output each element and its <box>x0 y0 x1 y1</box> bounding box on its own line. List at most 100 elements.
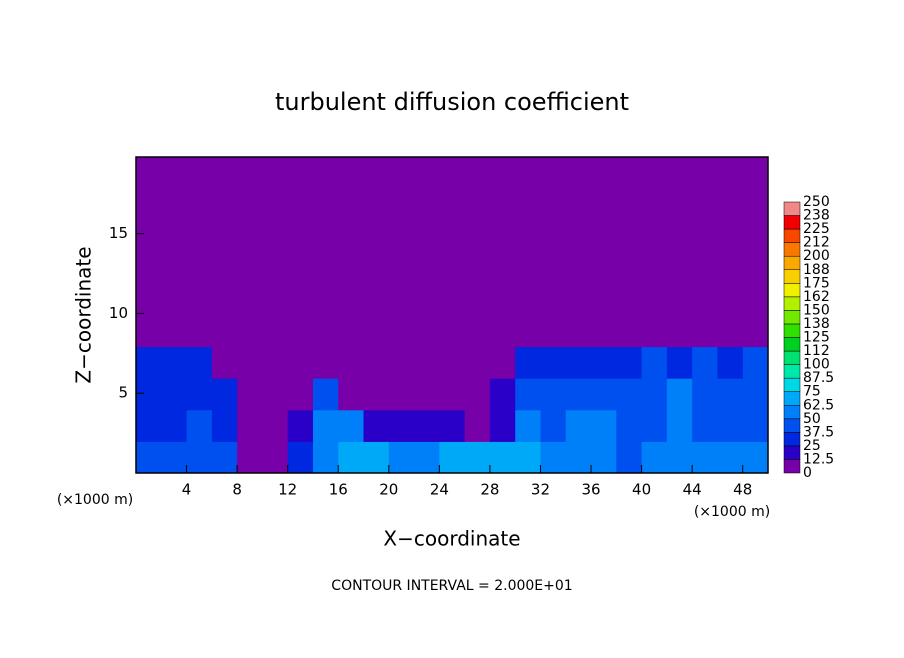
field-cell <box>211 315 238 348</box>
field-cell <box>338 441 365 474</box>
field-cell <box>717 441 744 474</box>
field-cell <box>641 378 668 411</box>
field-cell <box>540 315 567 348</box>
field-cell <box>388 188 415 221</box>
field-cell <box>666 188 693 221</box>
field-cell <box>287 283 314 316</box>
field-cell <box>237 157 263 190</box>
field-cell <box>616 188 643 221</box>
field-cell <box>742 409 769 442</box>
field-cell <box>363 220 390 253</box>
field-cell <box>338 346 365 379</box>
field-cell <box>464 378 491 411</box>
field-cell <box>464 441 491 474</box>
colorbar-label: 0 <box>803 465 812 481</box>
field-cell <box>591 409 617 442</box>
footer: CONTOUR INTERVAL = 2.000E+01 <box>331 578 572 594</box>
field-cell <box>742 157 769 190</box>
x-tick-label: 44 <box>683 481 702 499</box>
field-cell <box>439 157 466 190</box>
field-cell <box>136 251 162 284</box>
y-tick-label: 10 <box>109 304 128 322</box>
x-tick-label: 4 <box>182 481 192 499</box>
field-cell <box>414 378 440 411</box>
field-cell <box>414 315 440 348</box>
field-cell <box>388 315 415 348</box>
colorbar-band <box>783 228 801 243</box>
field-cell <box>237 441 263 474</box>
field-cell <box>237 346 263 379</box>
field-cell <box>186 346 213 379</box>
field-cell <box>641 346 668 379</box>
field-cell <box>489 220 516 253</box>
field-cell <box>464 409 491 442</box>
colorbar-label: 175 <box>803 275 830 291</box>
colorbar-label: 37.5 <box>803 424 834 440</box>
field-cell <box>692 315 718 348</box>
field-cell <box>641 315 668 348</box>
field-cell <box>338 251 365 284</box>
field-cell <box>287 315 314 348</box>
field-cell <box>161 220 188 253</box>
field-cell <box>388 251 415 284</box>
field-cell <box>717 346 744 379</box>
colorbar-label: 225 <box>803 221 830 237</box>
colorbar-band <box>783 445 801 460</box>
colorbar-label: 87.5 <box>803 370 834 386</box>
field-cell <box>186 409 213 442</box>
field-cell <box>591 220 617 253</box>
field-cell <box>742 441 769 474</box>
field-cell <box>136 315 162 348</box>
field-cell <box>616 441 643 474</box>
colorbar-band <box>783 283 801 298</box>
field-cell <box>641 251 668 284</box>
field-cell <box>136 220 162 253</box>
field-cell <box>742 378 769 411</box>
colorbar-band <box>783 201 801 216</box>
field-cell <box>692 157 718 190</box>
field-cell <box>262 346 289 379</box>
field-cell <box>287 409 314 442</box>
field-cell <box>312 346 339 379</box>
field-cell <box>515 441 541 474</box>
field-cell <box>515 251 541 284</box>
field-cell <box>161 283 188 316</box>
x-tick-label: 12 <box>278 481 297 499</box>
field-cell <box>414 441 440 474</box>
field-cell <box>565 409 592 442</box>
field-cell <box>287 157 314 190</box>
field-cell <box>464 346 491 379</box>
field-cell <box>489 315 516 348</box>
colorbar-band <box>783 310 801 325</box>
field-cell <box>211 157 238 190</box>
chart-title: turbulent diffusion coefficient <box>275 88 629 116</box>
colorbar-label: 50 <box>803 411 821 427</box>
field-cell <box>161 315 188 348</box>
colorbar-label: 12.5 <box>803 451 834 467</box>
x-tick-label: 48 <box>733 481 752 499</box>
field-cell <box>515 378 541 411</box>
field-cell <box>312 378 339 411</box>
field-cell <box>717 220 744 253</box>
field-cell <box>237 220 263 253</box>
field-cell <box>363 188 390 221</box>
field-cell <box>591 283 617 316</box>
field-cell <box>616 251 643 284</box>
field-cell <box>565 283 592 316</box>
field-cell <box>262 409 289 442</box>
field-cell <box>262 283 289 316</box>
field-cell <box>136 409 162 442</box>
field-cell <box>692 188 718 221</box>
field-cell <box>565 346 592 379</box>
field-cell <box>363 251 390 284</box>
colorbar-band <box>783 269 801 284</box>
x-unit: (×1000 m) <box>694 504 770 520</box>
colorbar-band <box>783 350 801 365</box>
colorbar-label: 150 <box>803 302 830 318</box>
field-cell <box>540 188 567 221</box>
field-cell <box>287 220 314 253</box>
y-tick-label: 15 <box>109 224 128 242</box>
field-cell <box>211 378 238 411</box>
field-cell <box>692 378 718 411</box>
field-cell <box>186 378 213 411</box>
